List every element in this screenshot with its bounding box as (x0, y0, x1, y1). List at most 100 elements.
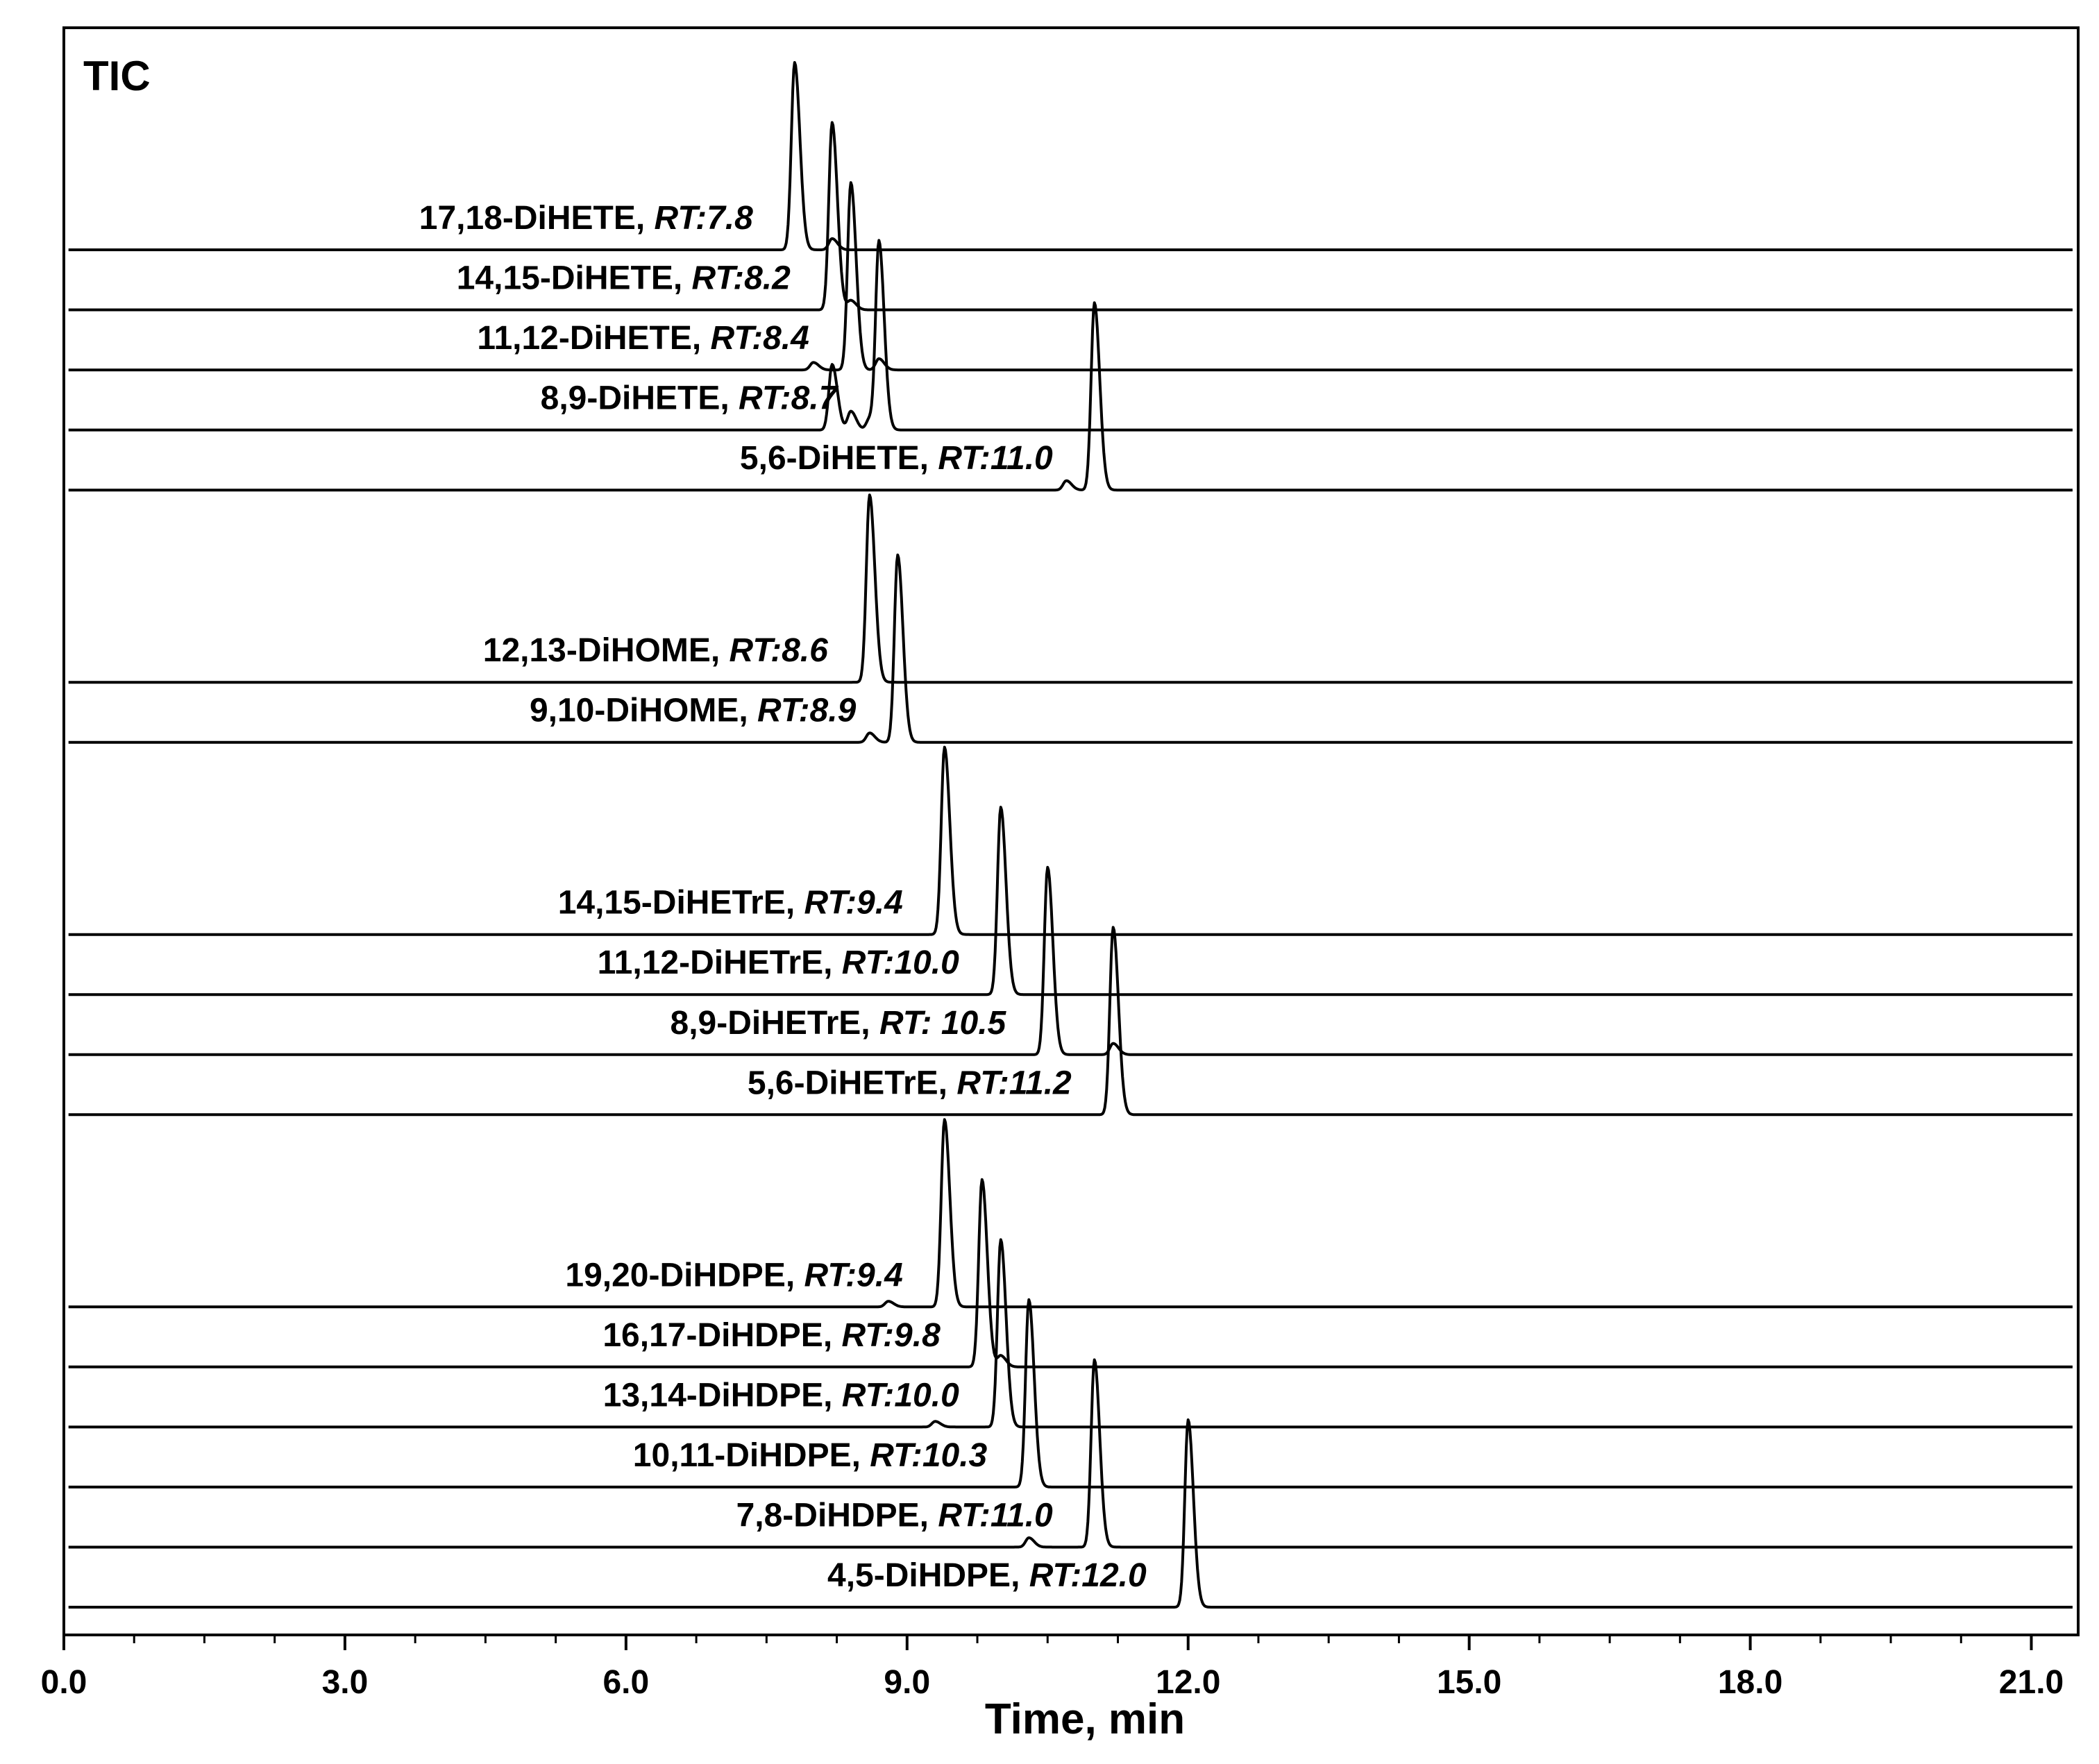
retention-time: RT:7.8 (655, 200, 754, 237)
trace-line (68, 61, 2073, 251)
compound-name: 14,15-DiHETE, (457, 260, 692, 297)
compound-name: 7,8-DiHDPE, (736, 1497, 938, 1534)
trace-4-5-dihdpe: 4,5-DiHDPE, RT:12.0 (68, 1418, 2073, 1609)
compound-name: 16,17-DiHDPE, (602, 1317, 841, 1354)
compound-name: 8,9-DiHETrE, (671, 1005, 879, 1042)
compound-name: 11,12-DiHETrE, (598, 944, 842, 981)
x-axis-title: Time, min (985, 1695, 1185, 1743)
trace-19-20-dihdpe: 19,20-DiHDPE, RT:9.4 (68, 1118, 2073, 1309)
compound-name: 8,9-DiHETE, (541, 380, 739, 417)
retention-time: RT:11.2 (956, 1065, 1072, 1101)
plot-frame (62, 26, 2080, 1636)
retention-time: RT:9.8 (842, 1317, 941, 1354)
trace-line (68, 1238, 2073, 1429)
trace-line (68, 806, 2073, 997)
trace-14-15-dihetre: 14,15-DiHETrE, RT:9.4 (68, 745, 2073, 936)
trace-label: 17,18-DiHETE, RT:7.8 (419, 200, 753, 237)
compound-name: 9,10-DiHOME, (530, 693, 757, 729)
trace-9-10-dihome: 9,10-DiHOME, RT:8.9 (68, 553, 2073, 744)
trace-label: 8,9-DiHETE, RT:8.7 (541, 380, 839, 417)
trace-5-6-dihete: 5,6-DiHETE, RT:11.0 (68, 301, 2073, 492)
trace-label: 12,13-DiHOME, RT:8.6 (483, 632, 828, 669)
trace-14-15-dihete: 14,15-DiHETE, RT:8.2 (68, 121, 2073, 312)
x-axis: 0.0 3.0 6.0 9.0 12.0 15.0 18.0 21.0 (41, 1635, 2064, 1701)
trace-line (68, 745, 2073, 936)
trace-label: 11,12-DiHETrE, RT:10.0 (598, 944, 959, 981)
retention-time: RT: 10.5 (879, 1005, 1007, 1042)
trace-line (68, 865, 2073, 1056)
trace-line (68, 239, 2073, 432)
compound-name: 4,5-DiHDPE, (827, 1557, 1029, 1594)
trace-label: 10,11-DiHDPE, RT:10.3 (633, 1437, 988, 1474)
trace-line (68, 1358, 2073, 1549)
trace-8-9-dihetre: 8,9-DiHETrE, RT: 10.5 (68, 865, 2073, 1056)
retention-time: RT:11.0 (938, 440, 1053, 477)
compound-name: 13,14-DiHDPE, (603, 1377, 842, 1414)
trace-11-12-dihete: 11,12-DiHETE, RT:8.4 (68, 181, 2073, 372)
trace-label: 8,9-DiHETrE, RT: 10.5 (671, 1005, 1007, 1042)
trace-label: 5,6-DiHETE, RT:11.0 (740, 440, 1053, 477)
trace-label: 9,10-DiHOME, RT:8.9 (530, 693, 857, 729)
trace-line (68, 1298, 2073, 1489)
x-tick-label: 12.0 (1156, 1664, 1220, 1701)
compound-name: 14,15-DiHETrE, (558, 885, 804, 922)
trace-label: 14,15-DiHETE, RT:8.2 (457, 260, 791, 297)
retention-time: RT:12.0 (1029, 1557, 1147, 1594)
retention-time: RT:10.3 (870, 1437, 987, 1474)
x-tick-label: 0.0 (41, 1664, 87, 1701)
trace-label: 7,8-DiHDPE, RT:11.0 (736, 1497, 1053, 1534)
trace-label: 14,15-DiHETrE, RT:9.4 (558, 885, 903, 922)
retention-time: RT:10.0 (842, 944, 959, 981)
trace-line (68, 926, 2073, 1117)
retention-time: RT:11.0 (938, 1497, 1053, 1534)
trace-10-11-dihdpe: 10,11-DiHDPE, RT:10.3 (68, 1298, 2073, 1489)
trace-line (68, 301, 2073, 492)
compound-name: 5,6-DiHETE, (740, 440, 938, 477)
trace-label: 13,14-DiHDPE, RT:10.0 (603, 1377, 959, 1414)
trace-line (68, 1178, 2073, 1368)
compound-name: 17,18-DiHETE, (419, 200, 655, 237)
x-tick-label: 9.0 (884, 1664, 930, 1701)
trace-label: 19,20-DiHDPE, RT:9.4 (565, 1257, 902, 1294)
trace-label: 5,6-DiHETrE, RT:11.2 (748, 1065, 1072, 1101)
trace-13-14-dihdpe: 13,14-DiHDPE, RT:10.0 (68, 1238, 2073, 1429)
trace-17-18-dihete: 17,18-DiHETE, RT:7.8 (68, 61, 2073, 251)
retention-time: RT:8.7 (739, 380, 839, 417)
trace-line (68, 181, 2073, 372)
trace-16-17-dihdpe: 16,17-DiHDPE, RT:9.8 (68, 1178, 2073, 1368)
traces-group: 17,18-DiHETE, RT:7.8 14,15-DiHETE, RT:8.2… (68, 61, 2073, 1609)
trace-5-6-dihetre: 5,6-DiHETrE, RT:11.2 (68, 926, 2073, 1117)
x-tick-label: 21.0 (1999, 1664, 2064, 1701)
compound-name: 5,6-DiHETrE, (748, 1065, 956, 1101)
compound-name: 10,11-DiHDPE, (633, 1437, 870, 1474)
retention-time: RT:9.4 (804, 885, 903, 922)
retention-time: RT:8.6 (730, 632, 829, 669)
trace-line (68, 1118, 2073, 1309)
trace-label: 4,5-DiHDPE, RT:12.0 (827, 1557, 1147, 1594)
trace-7-8-dihdpe: 7,8-DiHDPE, RT:11.0 (68, 1358, 2073, 1549)
x-tick-label: 3.0 (322, 1664, 369, 1701)
trace-line (68, 121, 2073, 312)
retention-time: RT:8.9 (757, 693, 857, 729)
trace-label: 16,17-DiHDPE, RT:9.8 (602, 1317, 941, 1354)
trace-label: 11,12-DiHETE, RT:8.4 (477, 320, 809, 357)
trace-line (68, 553, 2073, 744)
x-tick-label: 18.0 (1718, 1664, 1782, 1701)
compound-name: 12,13-DiHOME, (483, 632, 730, 669)
trace-line (68, 493, 2073, 684)
retention-time: RT:10.0 (842, 1377, 959, 1414)
trace-12-13-dihome: 12,13-DiHOME, RT:8.6 (68, 493, 2073, 684)
compound-name: 19,20-DiHDPE, (565, 1257, 804, 1294)
retention-time: RT:8.2 (692, 260, 791, 297)
trace-8-9-dihete: 8,9-DiHETE, RT:8.7 (68, 239, 2073, 432)
retention-time: RT:9.4 (804, 1257, 903, 1294)
trace-11-12-dihetre: 11,12-DiHETrE, RT:10.0 (68, 806, 2073, 997)
retention-time: RT:8.4 (711, 320, 809, 357)
x-tick-label: 6.0 (602, 1664, 649, 1701)
x-tick-label: 15.0 (1437, 1664, 1501, 1701)
trace-line (68, 1418, 2073, 1609)
compound-name: 11,12-DiHETE, (477, 320, 710, 357)
panel-label: TIC (83, 53, 151, 99)
